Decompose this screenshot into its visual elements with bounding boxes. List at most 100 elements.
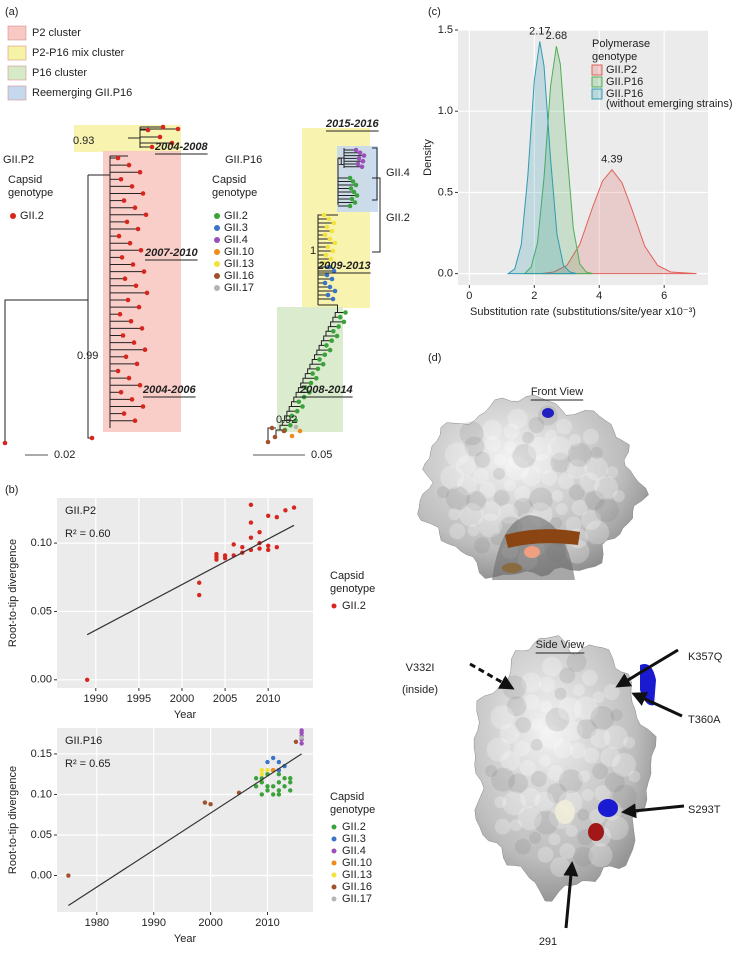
- mutation-label: V332I: [406, 662, 435, 674]
- legend-label: GII.17: [342, 893, 372, 905]
- legend-note: (without emerging strains): [606, 98, 733, 110]
- peak-label: 4.39: [601, 154, 622, 166]
- surface-bump: [584, 490, 605, 511]
- surface-bump: [590, 728, 611, 749]
- surface-bump: [455, 456, 476, 477]
- surface-bump: [534, 791, 555, 812]
- cluster-label: 2004-2006: [142, 384, 196, 396]
- surface-bump: [566, 459, 587, 480]
- surface-bump: [493, 489, 510, 506]
- y-tick-label: 0.5: [438, 186, 453, 198]
- legend-key: [331, 603, 337, 609]
- arrow: [563, 861, 579, 929]
- surface-bump: [479, 481, 496, 498]
- tip: [140, 191, 146, 196]
- legend-swatch: [7, 85, 27, 101]
- point: [265, 784, 270, 789]
- branch: [338, 148, 345, 168]
- branch: [372, 147, 381, 253]
- tip: [352, 200, 358, 205]
- tip: [310, 371, 315, 376]
- surface-bump: [519, 759, 536, 776]
- arrow: [615, 648, 679, 688]
- tip: [127, 240, 133, 246]
- legend-title: Polymerase: [592, 38, 650, 50]
- surface-bump: [499, 723, 520, 744]
- y-tick-label: 0.05: [31, 605, 52, 617]
- surface-bump: [541, 656, 562, 677]
- surface-bump: [482, 419, 503, 440]
- tip: [322, 352, 328, 358]
- point: [274, 514, 279, 520]
- tip: [347, 175, 353, 181]
- y-tick-label: 0.00: [31, 674, 52, 686]
- tip: [331, 329, 336, 334]
- surface-bump: [490, 705, 515, 730]
- point: [248, 502, 254, 508]
- support-value: 0.93: [73, 135, 94, 147]
- y-tick-label: 1.0: [438, 105, 453, 117]
- surface-bump: [559, 667, 576, 684]
- tip: [351, 189, 357, 195]
- surface-bump: [506, 696, 527, 717]
- y-tick-label: 0.10: [31, 788, 52, 800]
- tip: [119, 255, 125, 260]
- mutation-label: K357Q: [688, 651, 723, 663]
- point: [270, 792, 276, 797]
- surface-bump: [567, 442, 592, 467]
- tip: [137, 382, 143, 388]
- surface-bump: [582, 428, 599, 445]
- surface-bump: [504, 440, 517, 453]
- surface-bump: [534, 810, 559, 835]
- surface-bump: [581, 509, 602, 530]
- tip: [324, 343, 329, 348]
- panel-label: (b): [5, 484, 18, 496]
- tip: [136, 304, 142, 310]
- surface-bump: [547, 765, 564, 782]
- tip: [121, 198, 127, 203]
- point: [253, 784, 259, 789]
- tip: [2, 440, 8, 446]
- density-area: [506, 41, 577, 275]
- point: [197, 580, 202, 585]
- tip: [320, 361, 326, 367]
- tip: [138, 248, 144, 253]
- tip: [348, 186, 354, 191]
- panel-label: (a): [5, 6, 18, 18]
- subclade-label: GII.2: [386, 212, 410, 224]
- surface-bump: [544, 429, 557, 442]
- point: [299, 735, 304, 740]
- surface-bump: [503, 423, 520, 440]
- point: [299, 741, 304, 746]
- tip: [321, 212, 327, 218]
- surface-bump: [512, 443, 537, 468]
- surface-bump: [493, 467, 506, 480]
- tip: [337, 314, 343, 320]
- surface-bump: [449, 523, 466, 540]
- genotype-label: GII.4: [224, 234, 248, 246]
- arrow: [631, 692, 683, 718]
- surface-bump: [559, 843, 576, 860]
- patch-tan: [502, 563, 522, 573]
- tip: [145, 127, 151, 133]
- tip: [331, 220, 337, 226]
- legend-swatch: [7, 65, 27, 81]
- surface-bump: [494, 796, 507, 809]
- surface-bump: [459, 421, 484, 446]
- tip: [175, 126, 181, 132]
- x-tick-label: 1990: [141, 917, 165, 929]
- surface-bump: [585, 520, 610, 545]
- protein-front: [417, 394, 649, 579]
- support-value: 1: [338, 156, 344, 168]
- point: [259, 780, 264, 785]
- surface-bump: [555, 503, 568, 516]
- x-tick-label: 4: [596, 290, 602, 302]
- surface-bump: [530, 738, 543, 751]
- x-axis-title: Year: [174, 709, 197, 721]
- y-tick-label: 0.0: [438, 268, 453, 280]
- point: [265, 547, 271, 553]
- trend-line: [86, 524, 295, 636]
- point: [253, 776, 259, 781]
- surface-bump: [456, 475, 477, 496]
- point: [222, 553, 228, 558]
